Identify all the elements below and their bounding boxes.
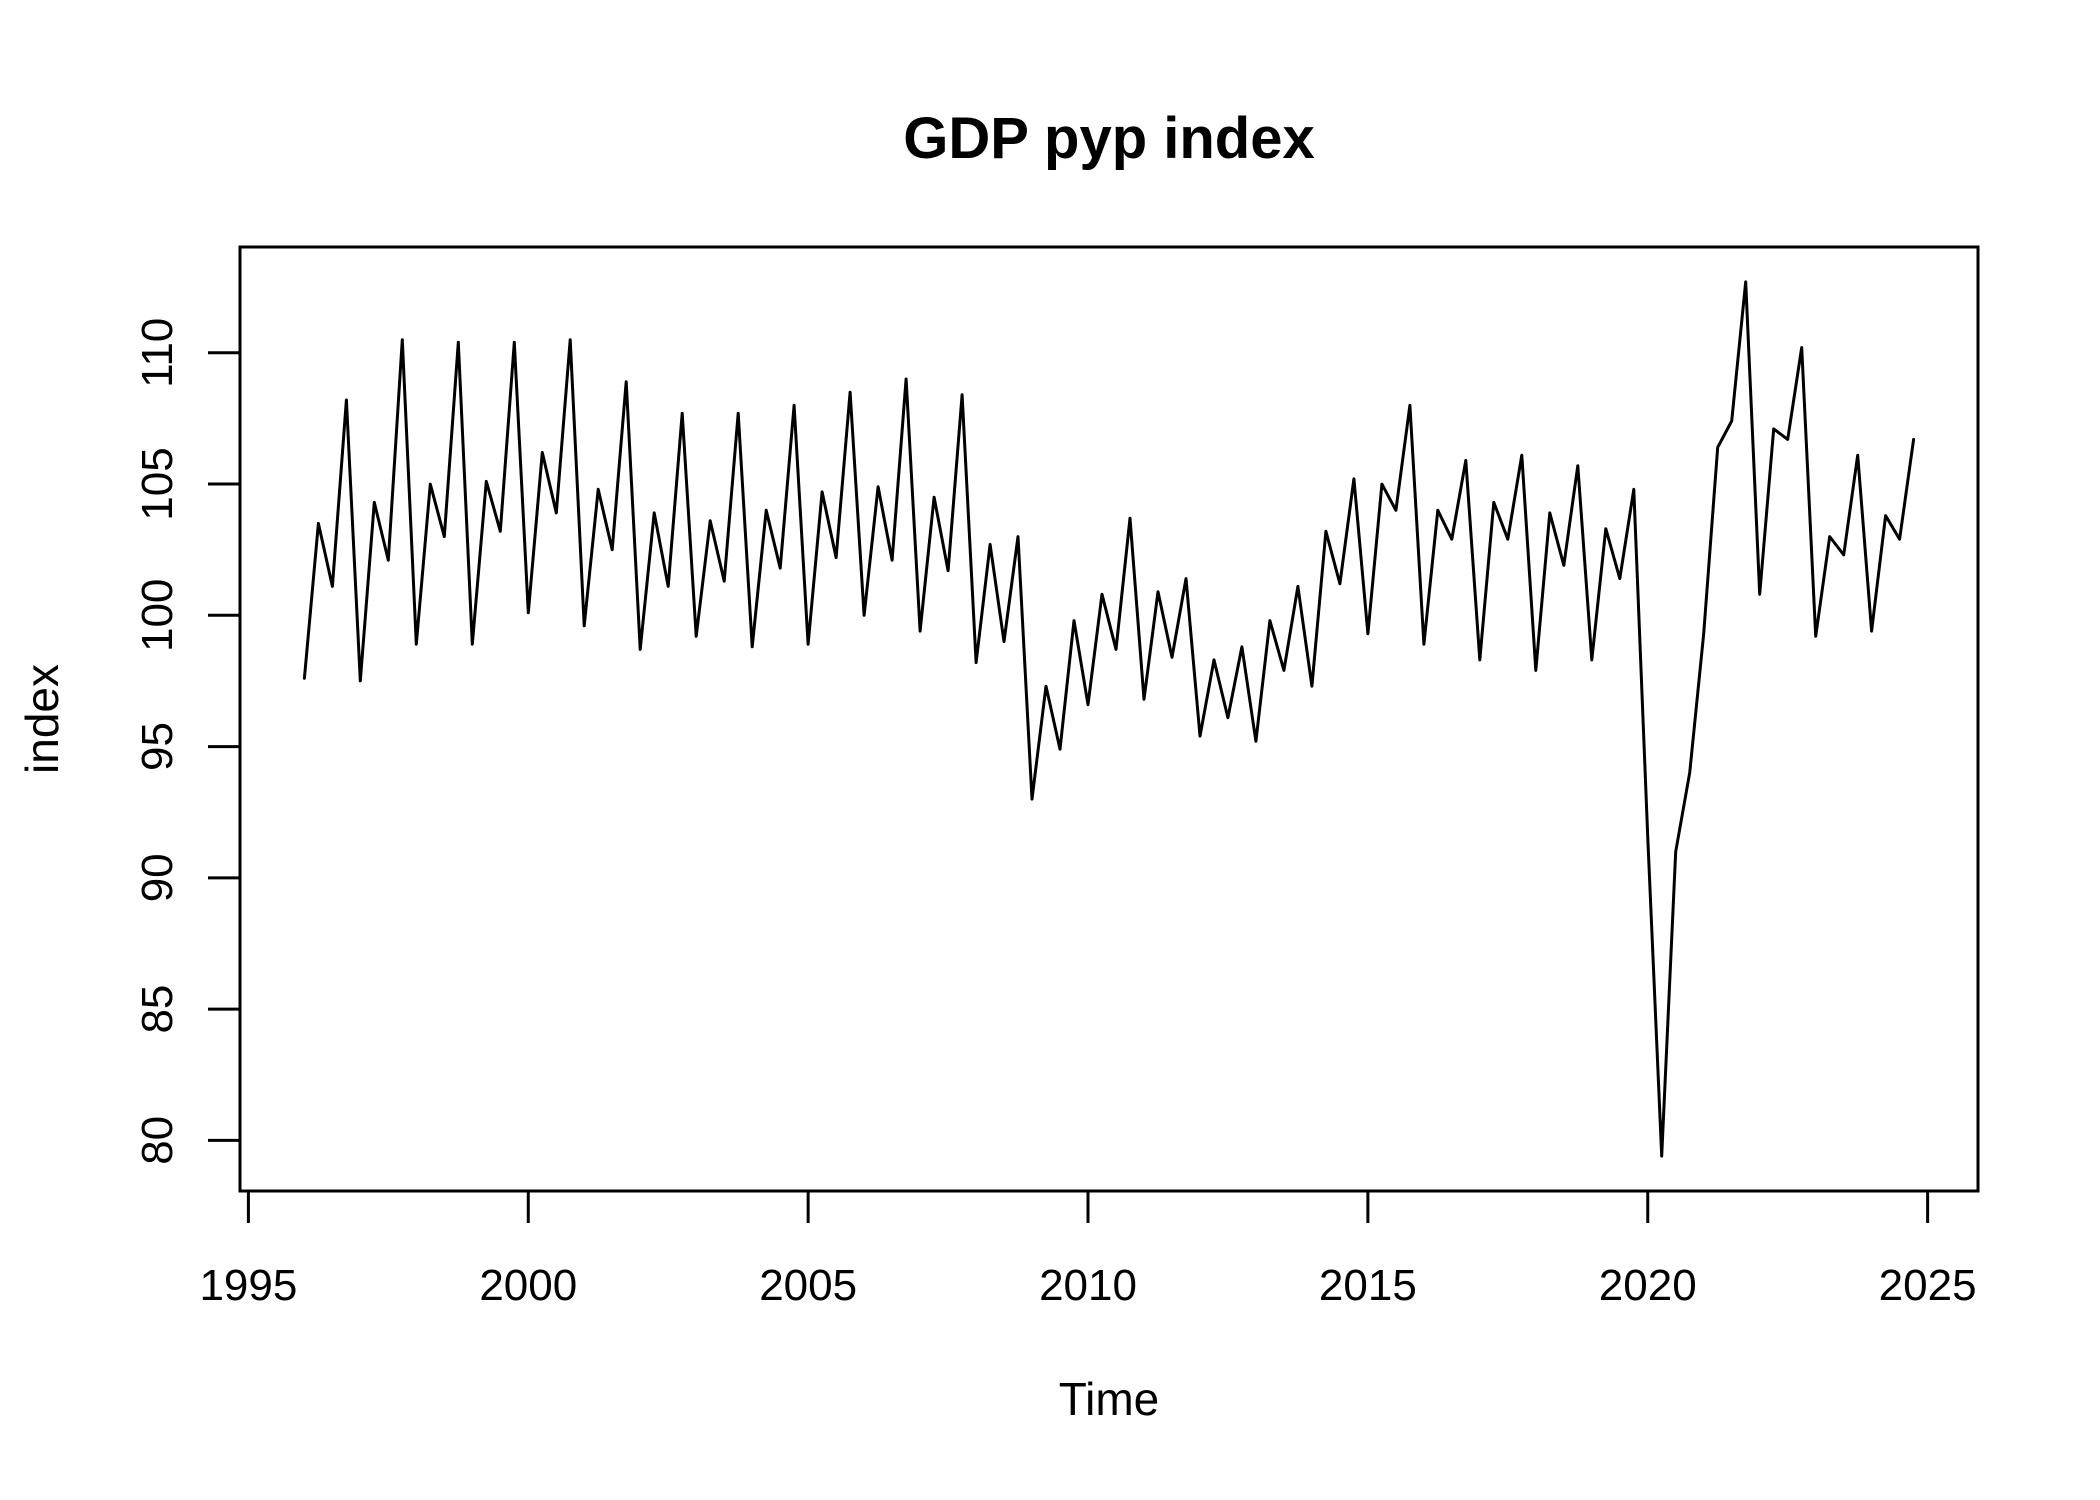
y-axis-label: index	[16, 664, 68, 774]
y-tick-label: 95	[133, 722, 182, 771]
y-tick-label: 80	[133, 1116, 182, 1165]
plot-box	[238, 245, 1980, 1193]
series-line	[302, 280, 1916, 1158]
x-tick-label: 2000	[479, 1261, 577, 1310]
x-axis-ticks	[246, 1191, 1930, 1223]
y-axis-ticks	[208, 351, 240, 1142]
y-axis-tick-labels: 80 85 90 95 100 105 110	[133, 318, 182, 1165]
chart-title: GDP pyp index	[903, 106, 1314, 171]
x-tick-label: 2020	[1599, 1261, 1697, 1310]
x-tick-label: 2005	[759, 1261, 857, 1310]
y-tick-label: 105	[133, 447, 182, 520]
x-tick-label: 2010	[1039, 1261, 1137, 1310]
x-tick-label: 2025	[1879, 1261, 1977, 1310]
y-tick-label: 85	[133, 985, 182, 1034]
y-tick-label: 90	[133, 853, 182, 902]
x-tick-label: 1995	[199, 1261, 297, 1310]
x-axis-tick-labels: 1995 2000 2005 2010 2015 2020 2025	[199, 1261, 1976, 1310]
y-tick-label: 100	[133, 579, 182, 652]
x-axis-label: Time	[1059, 1373, 1160, 1425]
y-tick-label: 110	[133, 318, 182, 388]
x-tick-label: 2015	[1319, 1261, 1417, 1310]
